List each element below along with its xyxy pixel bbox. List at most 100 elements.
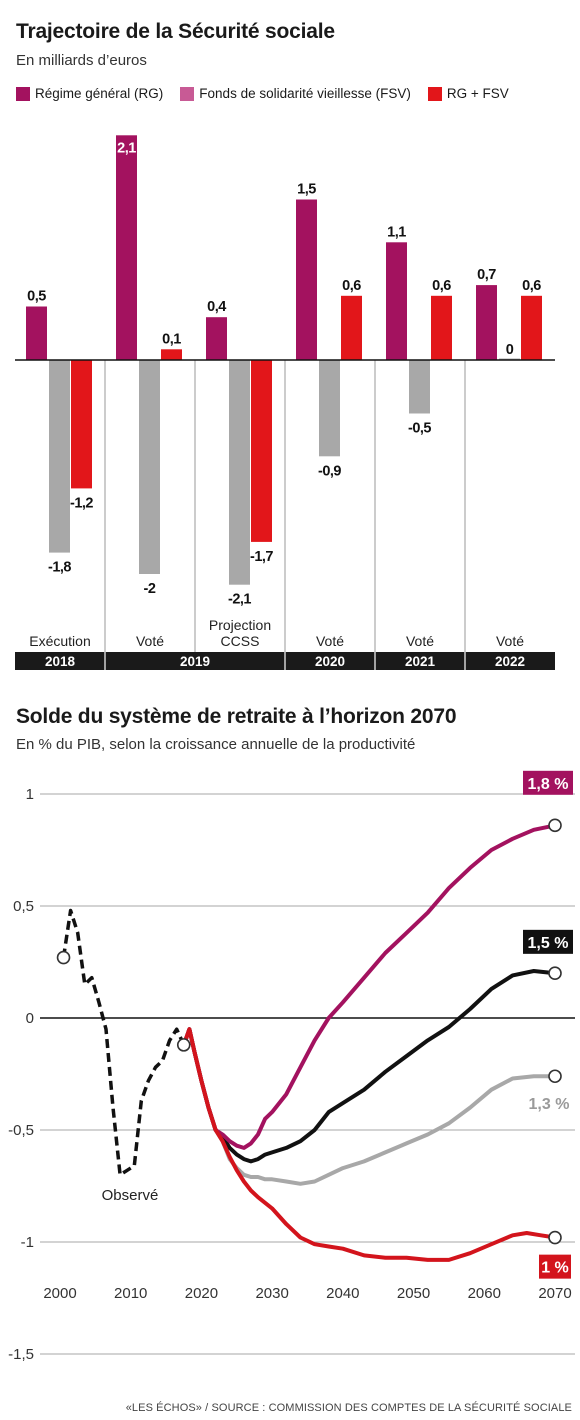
- y-tick-label: -1: [21, 1234, 34, 1251]
- series-end-label: 1 %: [541, 1260, 569, 1277]
- bar-fsv: [139, 360, 160, 574]
- x-tick-label: 2030: [255, 1285, 288, 1302]
- legend-label-fsv: Fonds de solidarité vieillesse (FSV): [199, 86, 411, 101]
- group-sublabel: Voté: [406, 633, 434, 649]
- chart2-subtitle: En % du PIB, selon la croissance annuell…: [16, 736, 416, 753]
- legend-item-fsv: Fonds de solidarité vieillesse (FSV): [180, 86, 411, 101]
- bar-fsv: [409, 360, 430, 414]
- bar-rg: [206, 317, 227, 360]
- value-label: 0,6: [342, 278, 361, 294]
- end-marker: [548, 1069, 562, 1084]
- series-end-label: 1,8 %: [528, 776, 569, 793]
- x-tick-label: 2020: [185, 1285, 218, 1302]
- year-band: [105, 652, 285, 670]
- value-label: 1,1: [387, 224, 406, 240]
- year-band: [465, 652, 555, 670]
- value-label: -0,5: [408, 421, 431, 437]
- x-tick-label: 2000: [43, 1285, 76, 1302]
- value-label: 0,6: [522, 278, 541, 294]
- x-tick-label: 2070: [538, 1285, 571, 1302]
- bar-fsv: [229, 360, 250, 585]
- group-sublabel: Voté: [136, 633, 164, 649]
- bar-rg-fsv: [251, 360, 272, 542]
- line-chart: 1 0,5 0 -0,5 -1 -1,5 2000 2010 2020 2030 2040 2050 2…: [8, 770, 575, 1363]
- chart1-legend: Régime général (RG) Fonds de solidarité …: [16, 86, 526, 101]
- series-end-label: 1,3 %: [529, 1096, 570, 1113]
- legend-swatch-rg: [16, 86, 30, 101]
- observed-label: Observé: [102, 1187, 159, 1204]
- bar-rg-fsv: [521, 295, 542, 360]
- value-label: 0,4: [207, 299, 226, 315]
- chart1-title: Trajectoire de la Sécurité sociale: [16, 20, 335, 43]
- source-note: «LES ÉCHOS» / SOURCE : COMMISSION DES CO…: [125, 1402, 572, 1414]
- chart1-subtitle: En milliards d’euros: [16, 52, 147, 69]
- year-band-label: 2019: [180, 654, 210, 669]
- bar-rg-fsv: [431, 295, 452, 360]
- bar-rg-fsv: [161, 349, 182, 360]
- end-marker: [176, 1038, 191, 1052]
- series-end-badge: [539, 1254, 571, 1279]
- value-label: 0,5: [27, 289, 46, 305]
- value-label: -1,2: [70, 495, 93, 511]
- bar-fsv: [499, 358, 520, 360]
- value-label: -0,9: [318, 463, 341, 479]
- end-marker: [548, 1230, 562, 1245]
- series-end-label: 1,5 %: [528, 935, 569, 952]
- value-label: 0,7: [477, 267, 496, 283]
- y-tick-label: 1: [26, 786, 34, 803]
- series-line: [181, 969, 557, 1164]
- y-tick-label: -1,5: [8, 1346, 34, 1363]
- value-label: 0,1: [162, 331, 181, 347]
- bar-fsv: [49, 360, 70, 553]
- year-band-label: 2021: [405, 654, 436, 669]
- year-band: [285, 652, 375, 670]
- series-end-badge: [523, 929, 573, 954]
- year-band-label: 2022: [495, 654, 525, 669]
- value-label: 2,1: [117, 140, 136, 156]
- series-line: [181, 1027, 557, 1262]
- chart2-title: Solde du système de retraite à l’horizon…: [16, 705, 457, 728]
- x-tick-label: 2010: [114, 1285, 147, 1302]
- legend-label-rg: Régime général (RG): [35, 86, 164, 101]
- group-sublabel: Projection: [209, 617, 271, 633]
- year-band-label: 2020: [315, 654, 345, 669]
- value-label: -1,8: [48, 560, 71, 576]
- bar-rg: [26, 306, 47, 360]
- value-label: -2,1: [228, 592, 251, 608]
- observed-line: [61, 908, 186, 1177]
- series-line: [181, 823, 557, 1150]
- bar-rg-fsv: [71, 360, 92, 489]
- bar-rg-fsv: [341, 295, 362, 360]
- bar-rg: [476, 285, 497, 360]
- value-label: 0,6: [432, 278, 451, 294]
- legend-item-rg-fsv: RG + FSV: [427, 86, 509, 101]
- y-tick-label: 0: [26, 1010, 34, 1027]
- group-sublabel: Exécution: [29, 633, 90, 649]
- legend-item-rg: Régime général (RG): [16, 86, 163, 101]
- value-label: 1,5: [297, 182, 316, 198]
- bar-chart: 0,5 -1,8 -1,2 2,1 -2 0,1 0,4 -2,1 -1,7 1,5 -0,9 0,6…: [15, 135, 555, 670]
- bar-rg: [386, 242, 407, 360]
- legend-swatch-rg-fsv: [427, 86, 442, 101]
- x-tick-label: 2050: [397, 1285, 430, 1302]
- bar-rg: [116, 135, 137, 360]
- end-marker: [56, 950, 71, 965]
- bar-fsv: [319, 360, 340, 457]
- group-sublabel: CCSS: [221, 633, 260, 649]
- year-band-label: 2018: [45, 654, 76, 669]
- value-label: -1,7: [250, 549, 273, 565]
- end-marker: [548, 966, 562, 980]
- group-sublabel: Voté: [316, 633, 344, 649]
- bar-rg: [296, 199, 317, 360]
- y-tick-label: 0,5: [13, 898, 34, 915]
- legend-swatch-fsv: [180, 86, 195, 101]
- x-tick-label: 2060: [468, 1285, 501, 1302]
- series-end-badge: [523, 770, 573, 795]
- year-band: [375, 652, 465, 670]
- value-label: 0: [506, 342, 514, 358]
- series-line: [181, 1027, 557, 1186]
- legend-label-rg-fsv: RG + FSV: [446, 86, 509, 101]
- group-sublabel: Voté: [496, 633, 524, 649]
- value-label: -2: [144, 581, 156, 597]
- x-tick-label: 2040: [326, 1285, 359, 1302]
